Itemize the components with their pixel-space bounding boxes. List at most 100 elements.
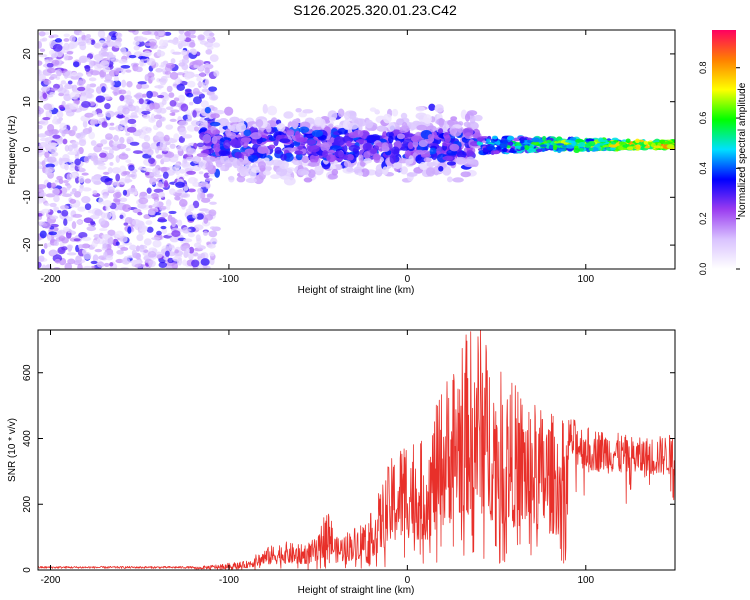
heatmap-cell [91,176,101,184]
heatmap-cell [365,119,374,129]
colorbar-tick-label: 0.8 [698,61,708,74]
heatmap-cell [131,249,137,257]
heatmap-cell [102,243,108,249]
heatmap-cell [403,133,415,138]
heatmap-cell [166,85,173,93]
heatmap-cell [425,167,436,177]
heatmap-cell [60,80,67,85]
heatmap-cell [492,135,498,140]
snr-x-tick-label: -200 [40,575,60,586]
heatmap-cell [48,34,55,39]
heatmap-cell [193,224,204,231]
heatmap-cell [209,121,221,127]
heatmap-cell [89,83,97,88]
heatmap-cell [120,64,131,69]
heatmap-cell [122,107,130,115]
colorbar-tick-label: 0.0 [698,263,708,276]
heatmap-cell [169,235,180,243]
heatmap-cell [493,150,500,155]
heatmap-cell [322,150,329,159]
heatmap-cell [161,99,167,106]
heatmap-cell [94,248,103,253]
heatmap-cell [53,240,59,247]
figure-title: S126.2025.320.01.23.C42 [293,2,457,18]
heatmap-cell [49,226,55,230]
heatmap-cell [204,106,211,114]
heatmap-cell [125,147,131,152]
heatmap-cell [486,138,491,143]
heatmap-cell [331,168,339,176]
heatmap-cell [286,129,295,136]
heatmap-cell [155,154,163,159]
heatmap-cell [449,128,462,137]
heatmap-cell [376,125,388,132]
heatmap-cell [172,37,179,45]
heatmap-cell [297,145,304,150]
heatmap-cell [348,132,359,139]
heatmap-cell [279,138,291,144]
heatmap-cell [38,255,45,262]
heatmap-cell [362,142,372,152]
heatmap-cell [86,73,92,78]
heatmap-cell [338,154,349,160]
heatmap-cell [74,158,81,166]
heatmap-cell [146,90,153,99]
heatmap-cell [187,188,196,193]
heatmap-cell [428,103,436,111]
heatmap-cell [144,171,150,176]
heatmap-cell [77,41,87,47]
heatmap-cell [73,238,81,242]
heatmap-cell [180,103,189,112]
heatmap-cell [147,250,157,258]
heatmap-cell [88,60,94,69]
heatmap-cell [188,204,195,212]
heatmap-cell [128,105,136,112]
heatmap-cell [159,39,165,47]
heatmap-cell [218,117,230,127]
heatmap-cell [152,239,162,248]
heatmap-cell [306,139,317,145]
heatmap-cell [297,168,307,176]
heatmap-cell [51,53,58,59]
heatmap-cell [499,142,508,149]
heatmap-cell [96,261,105,268]
heatmap-cell [113,192,121,199]
heatmap-cell [69,35,76,42]
heatmap-cell [346,153,354,161]
heatmap-cell [100,175,111,183]
heatmap-cell [107,236,114,245]
heatmap-cell [337,127,348,135]
heatmap-cell [200,100,209,109]
heatmap-cell [66,252,77,256]
heatmap-cell [159,77,167,86]
heatmap-cell [201,88,210,93]
heatmap-cell [585,138,595,142]
heatmap-cell [408,155,414,165]
heatmap-cell [129,141,140,146]
heatmap-cell [116,249,124,255]
heatmap-cell [450,116,458,121]
heatmap-cell [95,95,106,103]
heatmap-cell [137,35,144,43]
heatmap-cell [142,114,151,119]
heatmap-cell [146,187,152,194]
heatmap-cell [156,230,162,236]
heatmap-cell [473,114,483,122]
heatmap-cell [92,190,98,195]
heatmap-cell [148,157,156,164]
heatmap-cell [132,150,143,154]
heatmap-cell [115,199,121,205]
heatmap-cell [343,160,352,168]
heatmap-cell [44,202,50,207]
heatmap-cell [86,226,97,232]
heatmap-cell [157,94,165,99]
heatmap-cell [262,103,268,114]
heatmap-cell [182,259,188,266]
heatmap-cell [83,265,93,269]
heatmap-cell [56,68,62,77]
heatmap-cell [45,109,53,117]
heatmap-cell [163,180,169,188]
heatmap-cell [148,205,153,209]
heatmap-cell [165,106,174,110]
heatmap-cell [137,211,143,216]
